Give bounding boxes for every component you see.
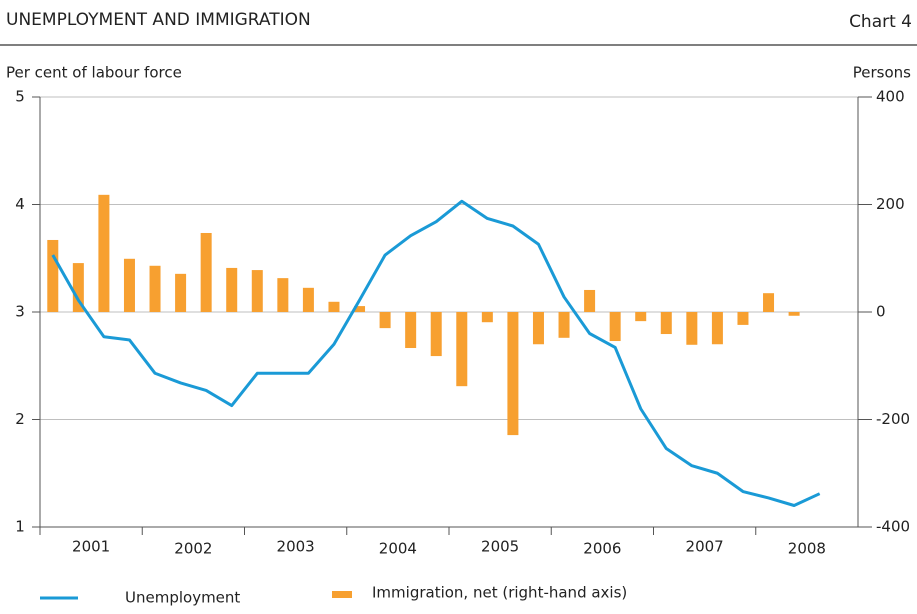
bar (532, 312, 544, 345)
bar (251, 270, 263, 312)
bar (200, 232, 212, 312)
bar (47, 239, 59, 312)
bar (737, 312, 749, 325)
bar (98, 194, 110, 312)
bar (456, 312, 468, 387)
y2-tick-label: 0 (876, 303, 886, 321)
y-tick-label: 1 (15, 518, 25, 536)
y2-tick-label: 400 (876, 88, 905, 106)
bar (430, 312, 442, 357)
x-tick-label: 2002 (174, 540, 212, 558)
bar (609, 312, 621, 342)
x-tick-label: 2006 (583, 540, 621, 558)
bar (686, 312, 698, 345)
bar (379, 312, 391, 329)
bar (149, 265, 161, 312)
y-tick-label: 3 (15, 303, 25, 321)
bar (788, 312, 800, 316)
bar (175, 273, 187, 312)
y-axis-label: Per cent of labour force (6, 64, 182, 82)
y-tick-label: 2 (15, 410, 25, 428)
bar (711, 312, 723, 345)
bar (763, 293, 775, 312)
bar (405, 312, 417, 349)
bar (481, 312, 493, 323)
y2-tick-label: -400 (876, 518, 910, 536)
bar (72, 263, 84, 312)
x-tick-label: 2004 (379, 540, 417, 558)
y-tick-label: 4 (15, 195, 25, 213)
bar (635, 312, 647, 322)
legend-swatch (332, 591, 352, 598)
y2-tick-label: 200 (876, 195, 905, 213)
bar (507, 312, 519, 436)
bar (226, 267, 238, 312)
bar (328, 301, 340, 312)
y2-tick-label: -200 (876, 410, 910, 428)
x-tick-label: 2003 (277, 538, 315, 556)
bar (277, 278, 289, 312)
y-tick-label: 5 (15, 88, 25, 106)
x-tick-label: 2005 (481, 538, 519, 556)
bar (302, 287, 314, 312)
x-tick-label: 2001 (72, 538, 110, 556)
legend-label: Immigration, net (right-hand axis) (372, 584, 627, 602)
bar (584, 289, 596, 312)
chart-title: UNEMPLOYMENT AND IMMIGRATION (6, 10, 311, 30)
bar (354, 306, 366, 312)
bar (660, 312, 672, 335)
x-tick-label: 2008 (788, 540, 826, 558)
legend-label: Unemployment (125, 589, 240, 607)
line (51, 199, 821, 507)
y2-axis-label: Persons (853, 64, 911, 82)
bar (558, 312, 570, 338)
chart-number: Chart 4 (849, 12, 912, 32)
x-tick-label: 2007 (686, 538, 724, 556)
bar (123, 258, 135, 312)
